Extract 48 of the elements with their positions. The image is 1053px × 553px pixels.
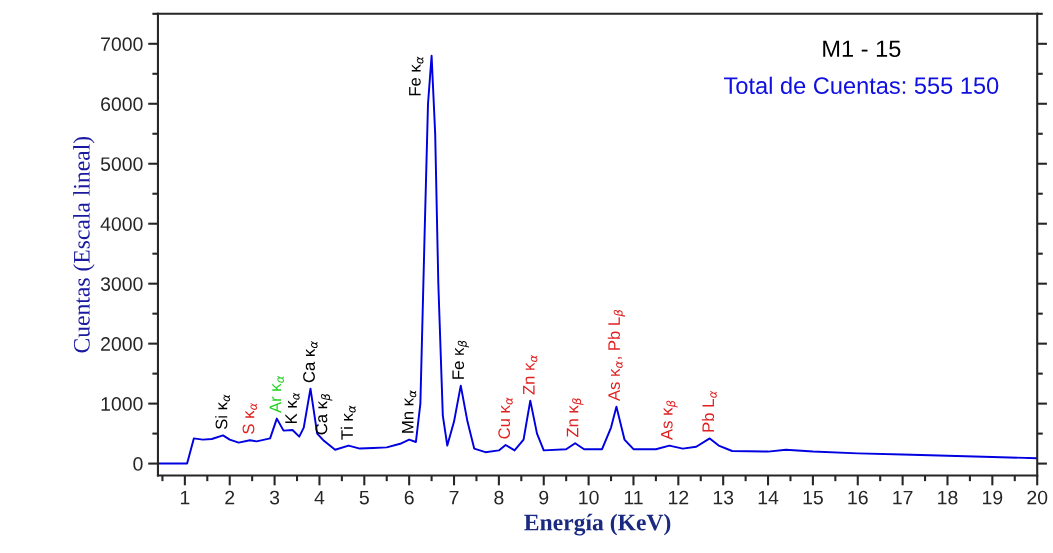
x-tick-label: 13 <box>713 490 734 505</box>
y-tick-label: 0 <box>133 457 143 471</box>
annotation: Ca κ$_{β}$ <box>315 394 333 435</box>
annotation: K κ$_{α}$ <box>285 392 300 424</box>
y-tick-label: 3000 <box>100 277 143 291</box>
x-tick-label: 7 <box>449 490 459 505</box>
text: M1 - 15 <box>823 40 901 58</box>
x-tick-label: 1 <box>180 490 190 505</box>
annotation: Fe κ$_{α}$ <box>409 56 424 96</box>
x-axis-title: Energía (KeV) <box>524 513 671 536</box>
x-tick-label: 15 <box>803 490 823 505</box>
x-tick-label: 14 <box>758 490 779 505</box>
x-tick-label: 6 <box>404 490 414 505</box>
x-tick-label: 17 <box>893 490 913 505</box>
annotation: Ar κ$_{α}$ <box>269 375 284 414</box>
annotation: Fe κ$_{β}$ <box>452 340 470 379</box>
y-tick-label: 2000 <box>101 337 143 351</box>
x-tick-label: 4 <box>314 490 325 505</box>
annotation: Cu κ$_{α}$ <box>498 397 513 439</box>
x-tick-label: 12 <box>669 490 689 505</box>
x-tick-label: 5 <box>359 490 369 505</box>
y-tick-label: 7000 <box>101 37 143 52</box>
y-tick-label: 6000 <box>101 97 143 112</box>
annotation: Si κ$_{α}$ <box>215 394 231 430</box>
x-tick-label: 8 <box>494 490 504 505</box>
x-tick-label: 3 <box>269 490 280 505</box>
x-tick-label: 16 <box>848 490 868 505</box>
y-tick-label: 1000 <box>101 397 143 411</box>
annotation: As κ$_{α}$, Pb L$_{β}$ <box>607 309 625 402</box>
y-tick-label: 5000 <box>100 157 143 171</box>
annotation: Ti κ$_{α}$ <box>340 405 356 440</box>
y-axis-title: Cuentas (Escala lineal) <box>73 136 95 353</box>
x-tick-label: 11 <box>624 490 643 505</box>
annotation: Zn κ$_{α}$ <box>523 354 538 395</box>
annotation: Ca κ$_{α}$ <box>303 341 318 383</box>
x-tick-label: 2 <box>225 490 235 505</box>
annotation: Zn κ$_{β}$ <box>566 398 584 438</box>
annotation: Mn κ$_{α}$ <box>401 390 417 433</box>
text: Total de Cuentas: 555 150 <box>724 76 999 95</box>
x-tick-label: 9 <box>539 490 549 505</box>
x-tick-label: 19 <box>983 490 1003 505</box>
annotation: S κ$_{α}$ <box>242 402 258 434</box>
x-tick-label: 20 <box>1027 490 1048 505</box>
annotation: Pb L$_{α}$ <box>701 390 717 432</box>
annotation: As κ$_{β}$ <box>661 400 678 441</box>
x-tick-label: 10 <box>579 490 599 505</box>
y-tick-label: 4000 <box>100 217 143 231</box>
x-tick-label: 18 <box>938 490 958 505</box>
